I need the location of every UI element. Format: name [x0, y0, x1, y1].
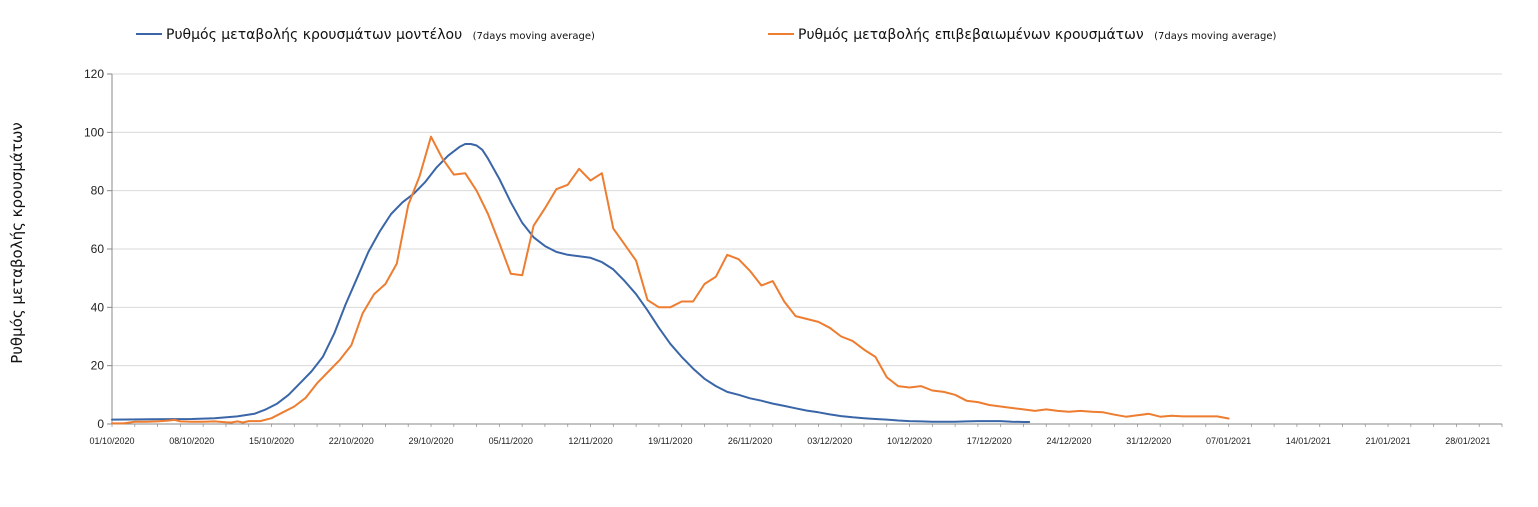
legend-entry-confirmed: Ρυθμός μεταβολής επιβεβαιωμένων κρουσμάτ… [768, 26, 1276, 43]
x-tick-label-14: 07/01/2021 [1206, 436, 1251, 446]
legend-text-model: Ρυθμός μεταβολής κρουσμάτων μοντέλου (7d… [166, 26, 595, 43]
x-tick-label-3: 22/10/2020 [329, 436, 374, 446]
series-lines [111, 135, 1230, 425]
x-tick-label-12: 24/12/2020 [1047, 436, 1092, 446]
legend-text-confirmed: Ρυθμός μεταβολής επιβεβαιωμένων κρουσμάτ… [798, 26, 1276, 43]
x-tick-label-7: 19/11/2020 [648, 436, 692, 446]
y-tick-label-80: 80 [91, 184, 105, 198]
y-tick-label-120: 120 [84, 67, 104, 81]
x-tick-label-17: 28/01/2021 [1445, 436, 1490, 446]
series-line-0 [111, 143, 1031, 423]
y-tick-label-60: 60 [91, 242, 105, 256]
x-tick-label-5: 05/11/2020 [489, 436, 533, 446]
y-tick-label-40: 40 [91, 300, 105, 314]
x-tick-label-8: 26/11/2020 [728, 436, 772, 446]
x-tick-label-13: 31/12/2020 [1126, 436, 1171, 446]
x-tick-label-10: 10/12/2020 [887, 436, 932, 446]
x-tick-label-0: 01/10/2020 [89, 436, 134, 446]
x-tick-label-16: 21/01/2021 [1366, 436, 1411, 446]
x-tick-label-4: 29/10/2020 [408, 436, 453, 446]
x-axis-ticks: 01/10/2020 08/10/2020 15/10/2020 22/10/2020… [89, 424, 1503, 446]
legend-label-model: Ρυθμός μεταβολής κρουσμάτων μοντέλου [166, 27, 462, 43]
y-tick-label-20: 20 [91, 359, 105, 373]
x-tick-label-2: 15/10/2020 [249, 436, 294, 446]
legend-suffix-model: (7days moving average) [473, 31, 595, 42]
y-axis-label: Ρυθμός μεταβολής κρουσμάτων [8, 122, 26, 364]
series-line-1 [111, 135, 1230, 425]
legend-entry-model: Ρυθμός μεταβολής κρουσμάτων μοντέλου (7d… [136, 26, 595, 43]
y-tick-label-0: 0 [97, 417, 104, 431]
gridlines [112, 73, 1502, 367]
x-tick-label-15: 14/01/2021 [1286, 436, 1331, 446]
x-tick-label-6: 12/11/2020 [568, 436, 612, 446]
x-tick-label-11: 17/12/2020 [967, 436, 1012, 446]
y-axis-ticks: 0 20 40 60 80 100 120 [84, 67, 112, 431]
legend-suffix-confirmed: (7days moving average) [1154, 31, 1276, 42]
y-tick-label-100: 100 [84, 125, 104, 139]
x-tick-label-1: 08/10/2020 [169, 436, 214, 446]
legend-label-confirmed: Ρυθμός μεταβολής επιβεβαιωμένων κρουσμάτ… [798, 27, 1144, 43]
x-tick-label-9: 03/12/2020 [807, 436, 852, 446]
legend: Ρυθμός μεταβολής κρουσμάτων μοντέλου (7d… [136, 26, 1276, 43]
